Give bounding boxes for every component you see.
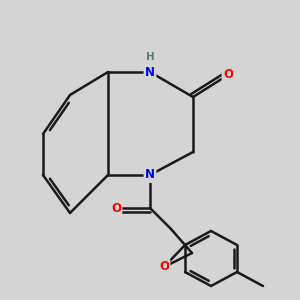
Text: H: H <box>146 52 154 62</box>
Text: N: N <box>145 169 155 182</box>
Text: O: O <box>159 260 169 274</box>
Text: O: O <box>223 68 233 82</box>
Text: O: O <box>111 202 121 214</box>
Text: N: N <box>145 65 155 79</box>
